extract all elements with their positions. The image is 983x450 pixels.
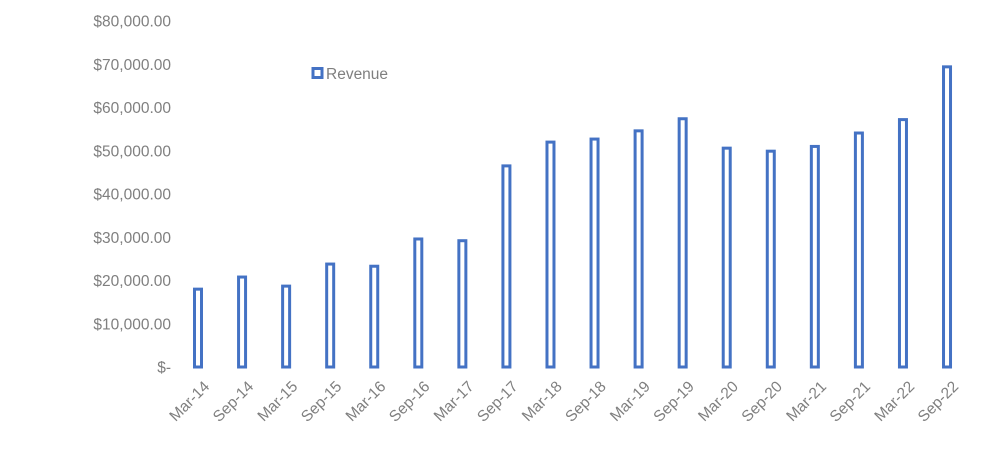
y-tick-label: $40,000.00 [93, 187, 171, 204]
bar [545, 140, 556, 369]
bar [457, 239, 468, 369]
x-tick-label: Mar-17 [431, 378, 478, 425]
bar [193, 287, 203, 369]
bar [942, 65, 953, 369]
legend: Revenue [311, 66, 388, 83]
x-axis: Mar-14Sep-14Mar-15Sep-15Mar-16Sep-16Mar-… [166, 378, 962, 426]
legend-swatch-revenue [311, 67, 324, 79]
bar [853, 131, 864, 369]
x-tick-label: Sep-17 [474, 378, 521, 425]
x-tick-label: Sep-16 [386, 378, 433, 425]
bar [897, 118, 908, 369]
bar [677, 117, 688, 369]
bar [721, 146, 732, 369]
x-tick-label: Mar-18 [519, 378, 566, 425]
x-tick-label: Mar-14 [166, 378, 213, 425]
x-tick-label: Mar-21 [783, 378, 830, 425]
x-tick-label: Sep-18 [562, 378, 609, 425]
x-tick-label: Mar-19 [607, 378, 654, 425]
bar [501, 164, 512, 369]
x-tick-label: Sep-14 [210, 378, 258, 426]
bar [413, 237, 424, 369]
bar [325, 262, 336, 369]
x-tick-label: Mar-15 [255, 378, 302, 425]
x-tick-label: Mar-22 [871, 378, 918, 425]
y-tick-label: $80,000.00 [93, 14, 171, 31]
y-tick-label: $70,000.00 [93, 57, 171, 74]
x-tick-label: Sep-20 [739, 378, 787, 426]
legend-label-revenue: Revenue [326, 66, 388, 83]
x-tick-label: Sep-19 [650, 378, 697, 425]
bar [237, 275, 248, 369]
x-tick-label: Mar-20 [695, 378, 742, 425]
bar-series-revenue [193, 65, 953, 369]
y-tick-label: $60,000.00 [93, 100, 171, 117]
bar [281, 284, 292, 369]
x-tick-label: Sep-15 [298, 378, 345, 425]
bar [765, 149, 776, 369]
y-tick-label: $- [157, 360, 171, 377]
y-tick-label: $20,000.00 [93, 273, 171, 290]
y-tick-label: $30,000.00 [93, 230, 171, 247]
y-tick-label: $10,000.00 [93, 316, 171, 333]
bar [809, 144, 820, 369]
bar [369, 264, 380, 369]
x-tick-label: Mar-16 [343, 378, 390, 425]
y-tick-label: $50,000.00 [93, 143, 171, 160]
x-tick-label: Sep-21 [827, 378, 874, 425]
bar [633, 129, 644, 369]
bar [589, 137, 600, 369]
y-axis: $- $10,000.00 $20,000.00 $30,000.00 $40,000.… [93, 14, 171, 377]
x-tick-label: Sep-22 [915, 378, 962, 425]
